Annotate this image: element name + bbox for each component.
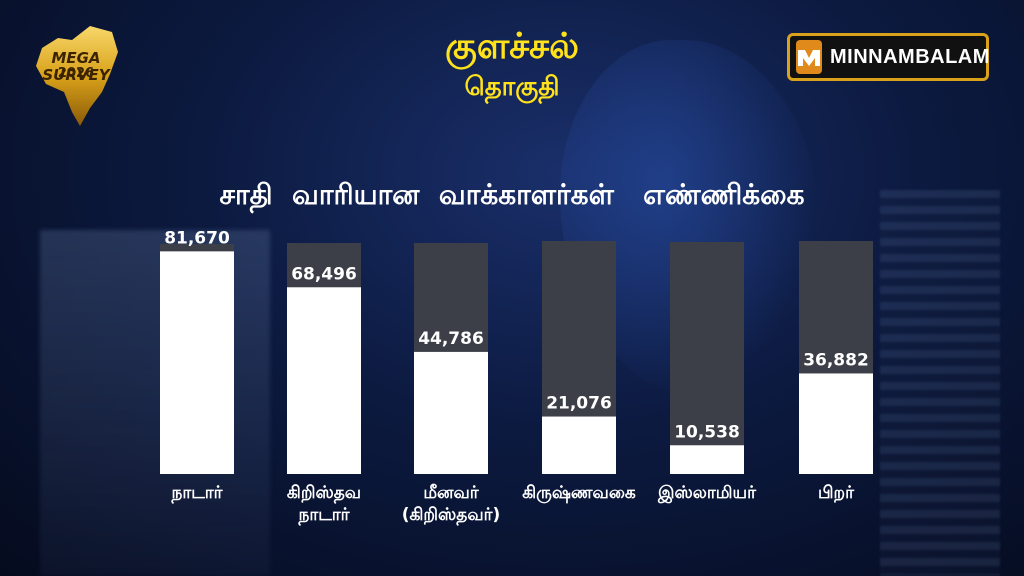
page-subtitle: தொகுதி bbox=[464, 72, 560, 102]
brand-badge: MINNAMBALAM bbox=[787, 33, 989, 81]
bar-value-label: 10,538 bbox=[674, 422, 740, 442]
category-label: நாடார் bbox=[171, 483, 223, 503]
bar bbox=[542, 416, 616, 474]
bar bbox=[160, 251, 234, 474]
bar-value-label: 81,670 bbox=[164, 228, 230, 248]
category-label: கிருஷ்ணவகை bbox=[522, 483, 636, 503]
background-tower bbox=[880, 190, 1000, 576]
bar-value-label: 68,496 bbox=[291, 264, 357, 284]
bar bbox=[670, 445, 744, 474]
page-title: குளச்சல் bbox=[444, 26, 579, 67]
bar bbox=[799, 373, 873, 474]
bar-value-label: 36,882 bbox=[803, 350, 869, 370]
bar bbox=[414, 351, 488, 474]
brand-name: MINNAMBALAM bbox=[830, 45, 990, 68]
mega-survey-logo-year: 2026 bbox=[57, 66, 95, 81]
bar-track bbox=[670, 242, 744, 474]
category-label: கிறிஸ்தவ நாடார் bbox=[286, 483, 362, 525]
bar-value-label: 21,076 bbox=[546, 394, 612, 414]
category-label: இஸ்லாமியர் bbox=[658, 483, 756, 503]
bar-value-label: 44,786 bbox=[418, 329, 484, 349]
brand-logo-icon bbox=[796, 40, 822, 74]
category-label: மீனவர் (கிறிஸ்தவர்) bbox=[401, 483, 501, 525]
bar bbox=[287, 287, 361, 474]
chart-title: சாதி வாரியான வாக்காளர்கள் எண்ணிக்கை bbox=[219, 178, 805, 211]
mega-survey-logo-text: MEGA SURVEY bbox=[42, 49, 110, 84]
category-label: பிறர் bbox=[818, 483, 854, 503]
mega-survey-logo bbox=[28, 22, 124, 130]
